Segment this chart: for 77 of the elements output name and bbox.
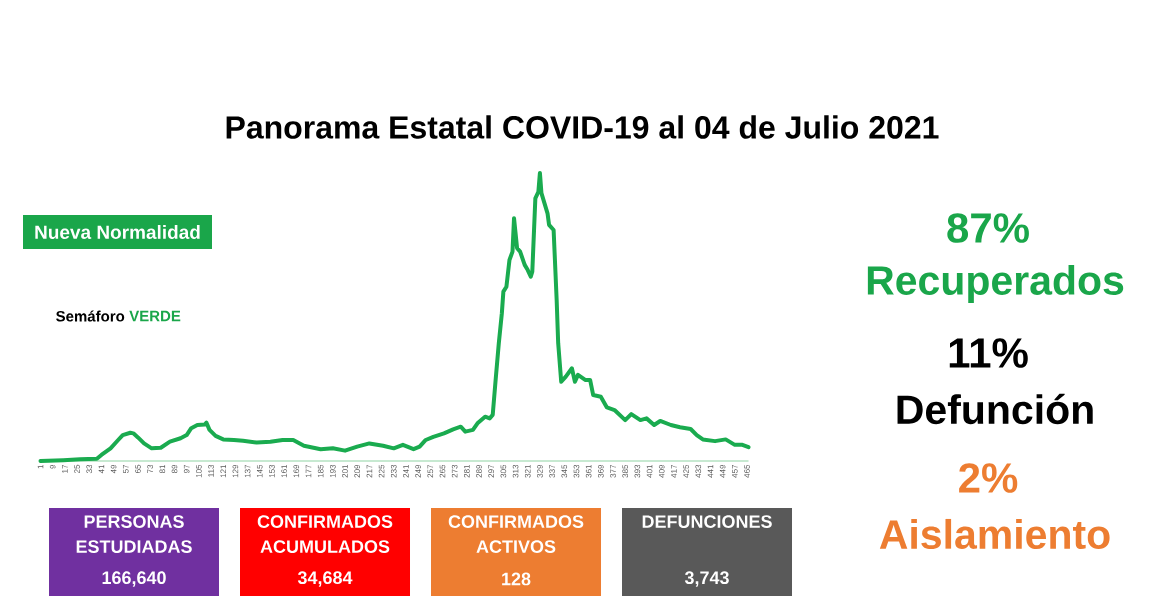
- category-label: Recuperados: [867, 264, 1124, 304]
- category-label: CONFIRMADOS ACUMULADOS: [257, 515, 393, 553]
- x-tick-label: 273: [451, 464, 458, 478]
- x-tick-label: 257: [427, 464, 434, 478]
- x-tick-label: 289: [476, 464, 482, 478]
- x-tick-label: 129: [232, 464, 239, 478]
- x-tick-label: 73: [147, 464, 153, 474]
- category-label: Aislamiento: [879, 518, 1110, 550]
- category-label: PERSONAS ESTUDIADAS: [76, 515, 192, 553]
- x-tick-label: 305: [500, 464, 507, 478]
- x-tick-label: 313: [512, 464, 519, 478]
- x-tick-label: 25: [74, 464, 80, 474]
- x-tick-label: 97: [183, 464, 190, 474]
- category-label: CONFIRMADOS ACTIVOS: [448, 515, 584, 553]
- x-tick-label: 401: [646, 464, 653, 478]
- x-tick-label: 321: [524, 464, 531, 478]
- chart-title: Panorama Estatal COVID-19 al 04 de Julio 2021: [226, 115, 939, 139]
- x-tick-label: 361: [585, 464, 592, 478]
- x-tick-label: 113: [208, 464, 214, 477]
- x-tick-label: 1: [37, 464, 44, 469]
- x-tick-label: 161: [281, 464, 287, 478]
- data-label: 3,743: [684, 571, 729, 587]
- x-tick-label: 281: [464, 464, 470, 478]
- x-tick-label: 217: [366, 464, 373, 478]
- x-tick-label: 377: [610, 464, 616, 478]
- x-tick-label: 33: [86, 464, 93, 474]
- x-tick-label: 409: [658, 464, 665, 478]
- x-tick-label: 153: [269, 464, 275, 478]
- data-label: 87%: [947, 213, 1029, 243]
- x-tick-label: 225: [378, 464, 385, 478]
- x-tick-label: 337: [549, 464, 555, 478]
- data-label: 34,684: [297, 571, 353, 587]
- x-tick-label: 297: [488, 464, 495, 478]
- data-label: 166,640: [102, 571, 166, 587]
- x-tick-label: 145: [256, 464, 263, 478]
- data-label: 11%: [949, 338, 1028, 368]
- x-tick-label: 457: [732, 464, 738, 478]
- x-tick-label: 353: [573, 464, 580, 478]
- x-tick-label: 185: [317, 464, 324, 478]
- x-tick-label: 241: [403, 464, 409, 478]
- x-tick-label: 393: [634, 464, 641, 478]
- x-tick-label: 41: [98, 464, 105, 474]
- data-label: 128: [502, 572, 531, 586]
- x-tick-label: 465: [744, 464, 750, 478]
- x-tick-label: 449: [719, 464, 726, 478]
- x-tick-label: 49: [110, 464, 117, 474]
- x-tick-label: 201: [342, 464, 348, 478]
- x-tick-label: 9: [49, 464, 56, 469]
- annotation: VERDE: [129, 310, 181, 322]
- x-tick-label: 249: [415, 464, 421, 478]
- x-tick-label: 209: [354, 464, 361, 478]
- x-tick-label: 417: [671, 464, 677, 478]
- category-label: Defunción: [897, 393, 1093, 425]
- annotation: Nueva Normalidad: [35, 225, 200, 239]
- x-tick-label: 233: [390, 464, 397, 478]
- x-tick-label: 81: [159, 464, 166, 474]
- x-tick-label: 265: [439, 464, 446, 478]
- x-tick-label: 105: [196, 464, 202, 478]
- x-tick-label: 329: [537, 464, 543, 478]
- x-tick-label: 65: [135, 464, 141, 474]
- data-label: 2%: [959, 463, 1018, 493]
- x-tick-label: 169: [293, 464, 300, 478]
- x-tick-label: 425: [683, 464, 689, 478]
- x-tick-label: 121: [220, 464, 227, 478]
- x-tick-label: 17: [62, 464, 68, 473]
- x-tick-label: 177: [305, 464, 312, 478]
- annotation: Semáforo: [56, 310, 125, 322]
- category-label: DEFUNCIONES: [642, 515, 772, 528]
- x-tick-label: 433: [695, 464, 702, 478]
- x-tick-label: 137: [244, 464, 251, 478]
- x-tick-label: 385: [622, 464, 629, 478]
- x-tick-label: 57: [122, 464, 129, 474]
- x-tick-label: 89: [171, 464, 178, 474]
- x-tick-label: 193: [330, 464, 336, 478]
- x-tick-label: 441: [707, 464, 714, 478]
- x-tick-label: 345: [561, 464, 568, 478]
- x-tick-label: 369: [597, 464, 604, 478]
